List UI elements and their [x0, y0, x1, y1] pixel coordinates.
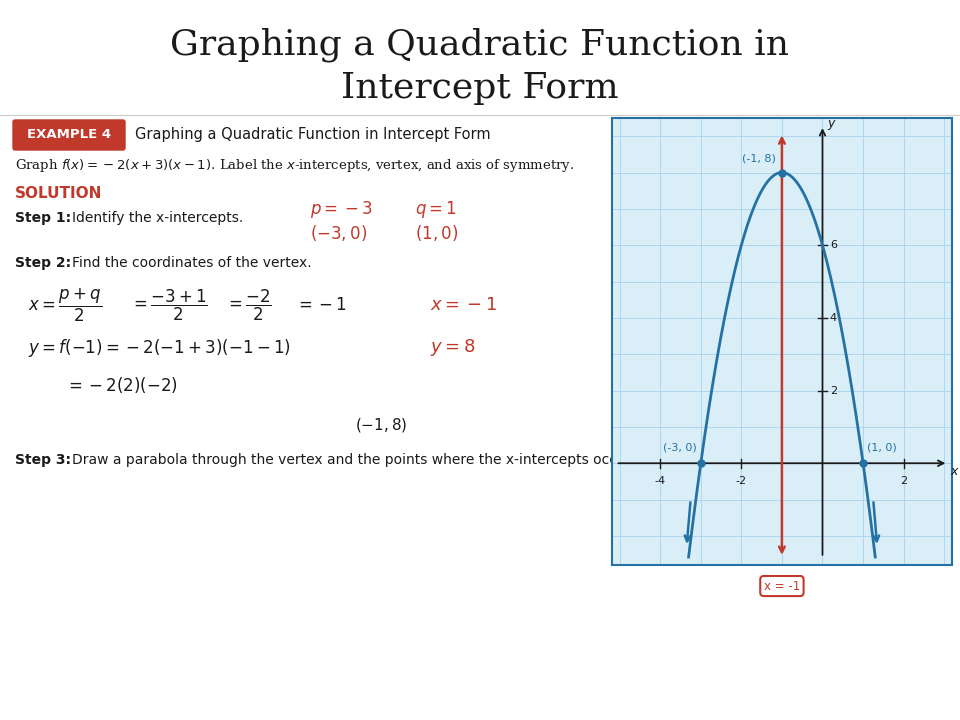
Text: y: y	[828, 117, 835, 130]
Text: -2: -2	[735, 476, 747, 486]
Text: Identify the x-intercepts.: Identify the x-intercepts.	[72, 211, 243, 225]
Text: x = -1: x = -1	[764, 580, 800, 593]
Text: $= \dfrac{-3 + 1}{2}$: $= \dfrac{-3 + 1}{2}$	[130, 287, 208, 323]
Text: -4: -4	[655, 476, 666, 486]
Text: Step 2:: Step 2:	[15, 256, 71, 270]
Text: Step 3:: Step 3:	[15, 453, 71, 467]
Text: $= \dfrac{-2}{2}$: $= \dfrac{-2}{2}$	[225, 287, 272, 323]
Text: EXAMPLE 4: EXAMPLE 4	[27, 128, 111, 142]
Text: (-3, 0): (-3, 0)	[663, 442, 697, 452]
Text: $y = 8$: $y = 8$	[430, 338, 475, 359]
Text: $q = 1$: $q = 1$	[415, 199, 457, 220]
Text: $(-3,0)$: $(-3,0)$	[310, 223, 367, 243]
Text: 6: 6	[829, 240, 837, 250]
Text: $p = -3$: $p = -3$	[310, 199, 372, 220]
Text: 2: 2	[900, 476, 907, 486]
Text: Step 1:: Step 1:	[15, 211, 71, 225]
Text: (1, 0): (1, 0)	[867, 442, 897, 452]
Text: Graphing a Quadratic Function in: Graphing a Quadratic Function in	[171, 28, 789, 62]
Text: (-1, 8): (-1, 8)	[742, 153, 776, 163]
FancyBboxPatch shape	[13, 120, 125, 150]
Text: 4: 4	[829, 313, 837, 323]
Text: $x = -1$: $x = -1$	[430, 296, 497, 314]
Text: Find the coordinates of the vertex.: Find the coordinates of the vertex.	[72, 256, 312, 270]
Text: $x = \dfrac{p + q}{2}$: $x = \dfrac{p + q}{2}$	[28, 287, 102, 323]
Text: $y = f(-1) = -2(-1 + 3)(-1 - 1)$: $y = f(-1) = -2(-1 + 3)(-1 - 1)$	[28, 337, 291, 359]
Text: Intercept Form: Intercept Form	[341, 71, 619, 105]
Text: Graphing a Quadratic Function in Intercept Form: Graphing a Quadratic Function in Interce…	[135, 127, 491, 143]
Text: $(1,0)$: $(1,0)$	[415, 223, 458, 243]
Text: 2: 2	[829, 386, 837, 395]
Text: x: x	[950, 465, 958, 478]
Text: SOLUTION: SOLUTION	[15, 186, 103, 202]
Text: $= -1$: $= -1$	[295, 296, 347, 314]
Text: $(-1,8)$: $(-1,8)$	[355, 416, 408, 434]
Text: Draw a parabola through the vertex and the points where the x-intercepts occur.: Draw a parabola through the vertex and t…	[72, 453, 635, 467]
Text: $= -2(2)(-2)$: $= -2(2)(-2)$	[65, 375, 178, 395]
Text: Graph $f(x) = -2(x + 3)(x - 1)$. Label the $x$-intercepts, vertex, and axis of s: Graph $f(x) = -2(x + 3)(x - 1)$. Label t…	[15, 156, 574, 174]
